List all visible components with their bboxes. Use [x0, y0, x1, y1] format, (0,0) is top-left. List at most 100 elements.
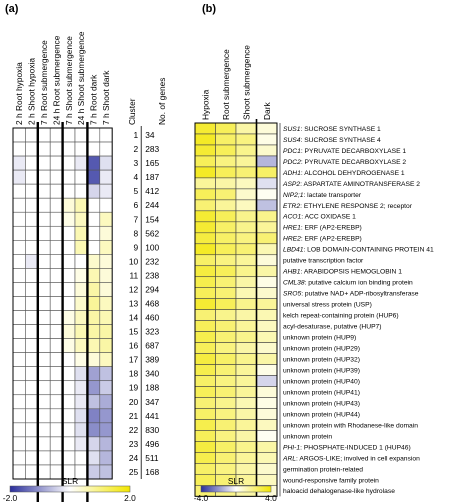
- heatmap-cell-a-r11-c2: [25, 268, 39, 283]
- heatmap-cell-b-r22-c2: [215, 353, 237, 365]
- cluster-number: 8: [134, 228, 139, 238]
- heatmap-cell-a-r24-c8: [99, 450, 113, 466]
- heatmap-cell-a-r16-c1: [12, 338, 26, 353]
- heatmap-cell-a-r23-c1: [12, 436, 26, 452]
- heatmap-cell-a-r11-c7: [87, 268, 101, 283]
- heatmap-cell-a-r21-c3: [37, 408, 51, 424]
- heatmap-cell-b-r32-c1: [194, 463, 216, 475]
- heatmap-cell-a-r15-c7: [87, 324, 101, 339]
- heatmap-cell-a-r8-c8: [99, 225, 113, 241]
- heatmap-cell-a-r3-c8: [99, 155, 113, 171]
- cluster-number: 21: [129, 411, 139, 421]
- cluster-number: 10: [129, 256, 139, 266]
- gene-label: acyl-desaturase, putative (HUP7): [283, 324, 382, 331]
- heatmap-cell-a-r2-c8: [99, 141, 113, 157]
- heatmap-cell-b-r6-c4: [256, 177, 278, 190]
- heatmap-cell-a-r4-c5: [62, 169, 76, 185]
- heatmap-cell-b-r7-c3: [235, 188, 257, 201]
- heatmap-cell-a-r22-c8: [99, 422, 113, 438]
- heatmap-cell-a-r14-c8: [99, 310, 113, 325]
- heatmap-cell-a-r14-c6: [74, 310, 88, 325]
- gene-label: ETR2: ETHYLENE RESPONSE 2; receptor: [283, 203, 413, 210]
- cluster-number: 25: [129, 467, 139, 477]
- heatmap-cell-b-r1-c1: [194, 122, 216, 135]
- column-label-a: 7 h Root dark: [89, 74, 99, 125]
- heatmap-cell-a-r14-c4: [49, 310, 63, 325]
- heatmap-cell-a-r6-c7: [87, 197, 101, 213]
- heatmap-cell-a-r3-c6: [74, 155, 88, 171]
- heatmap-cell-b-r7-c2: [215, 188, 237, 201]
- heatmap-cell-a-r3-c4: [49, 155, 63, 171]
- heatmap-cell-b-r10-c1: [194, 221, 216, 234]
- heatmap-cell-a-r2-c4: [49, 141, 63, 157]
- heatmap-cell-b-r23-c1: [194, 364, 216, 376]
- heatmap-cell-b-r5-c2: [215, 166, 237, 179]
- heatmap-cell-a-r10-c3: [37, 254, 51, 269]
- gene-count: 389: [145, 355, 159, 365]
- heatmap-cell-a-r8-c1: [12, 225, 26, 241]
- heatmap-cell-b-r5-c1: [194, 166, 216, 179]
- heatmap-cell-a-r17-c4: [49, 352, 63, 367]
- cluster-number: 3: [134, 158, 139, 168]
- gene-label: HRE2: ERF (AP2-EREBP): [283, 236, 362, 243]
- heatmap-cell-b-r6-c1: [194, 177, 216, 190]
- heatmap-cell-a-r12-c3: [37, 282, 51, 297]
- heatmap-border-b: [194, 122, 278, 497]
- heatmap-cell-a-r15-c5: [62, 324, 76, 339]
- gene-count: 188: [145, 383, 159, 393]
- heatmap-cell-b-r32-c3: [235, 463, 257, 475]
- gene-label: unknown protein (HUP39): [283, 367, 360, 374]
- heatmap-cell-a-r18-c7: [87, 366, 101, 382]
- gene-label: unknown protein (HUP40): [283, 378, 360, 385]
- heatmap-cell-a-r4-c6: [74, 169, 88, 185]
- gene-label: unknown protein (HUP43): [283, 400, 360, 407]
- gene-count: 244: [145, 200, 159, 210]
- heatmap-cell-a-r15-c3: [37, 324, 51, 339]
- heatmap-cell-a-r5-c3: [37, 183, 51, 199]
- heatmap-cell-a-r24-c5: [62, 450, 76, 466]
- heatmap-cell-b-r25-c3: [235, 386, 257, 398]
- heatmap-cell-b-r15-c4: [256, 276, 278, 289]
- heatmap-cell-b-r29-c4: [256, 430, 278, 442]
- heatmap-cell-a-r18-c2: [25, 366, 39, 382]
- heatmap-cell-a-r16-c4: [49, 338, 63, 353]
- heatmap-cell-a-r11-c5: [62, 268, 76, 283]
- heatmap-cell-b-r17-c4: [256, 298, 278, 310]
- heatmap-cell-a-r1-c8: [99, 127, 113, 143]
- heatmap-cell-a-r18-c6: [74, 366, 88, 382]
- heatmap-cell-b-r27-c2: [215, 408, 237, 420]
- cluster-number: 23: [129, 439, 139, 449]
- colorbar-label-b: SLR: [228, 476, 244, 486]
- heatmap-cell-b-r21-c4: [256, 342, 278, 354]
- heatmap-cell-a-r17-c2: [25, 352, 39, 367]
- gene-label: NIP2;1: lactate transporter: [283, 192, 362, 199]
- heatmap-cell-b-r17-c1: [194, 298, 216, 310]
- heatmap-cell-a-r11-c6: [74, 268, 88, 283]
- gene-label: kelch repeat-containing protein (HUP6): [283, 313, 399, 320]
- gene-count: 165: [145, 158, 159, 168]
- heatmap-cell-b-r23-c4: [256, 364, 278, 376]
- heatmap-cell-a-r7-c3: [37, 211, 51, 227]
- gene-label: ACO1: ACC OXIDASE 1: [282, 214, 356, 221]
- heatmap-cell-a-r9-c8: [99, 240, 113, 255]
- heatmap-cell-a-r2-c1: [12, 141, 26, 157]
- heatmap-cell-b-r8-c1: [194, 199, 216, 212]
- heatmap-cell-b-r4-c2: [215, 155, 237, 168]
- heatmap-cell-b-r11-c1: [194, 232, 216, 245]
- heatmap-cell-a-r18-c3: [37, 366, 51, 382]
- heatmap-cell-b-r1-c4: [256, 122, 278, 135]
- heatmap-cell-a-r12-c2: [25, 282, 39, 297]
- heatmap-cell-a-r5-c7: [87, 183, 101, 199]
- heatmap-cell-b-r11-c3: [235, 232, 257, 245]
- heatmap-cell-a-r9-c1: [12, 240, 26, 255]
- heatmap-cell-a-r10-c1: [12, 254, 26, 269]
- column-label-a: 24 h Root submergence: [51, 35, 61, 125]
- heatmap-cell-a-r25-c8: [99, 464, 113, 480]
- heatmap-cell-a-r11-c4: [49, 268, 63, 283]
- cluster-number: 16: [129, 341, 139, 351]
- heatmap-cell-a-r4-c7: [87, 169, 101, 185]
- heatmap-cell-b-r21-c1: [194, 342, 216, 354]
- heatmap-cell-a-r6-c6: [74, 197, 88, 213]
- heatmap-cell-a-r20-c2: [25, 394, 39, 410]
